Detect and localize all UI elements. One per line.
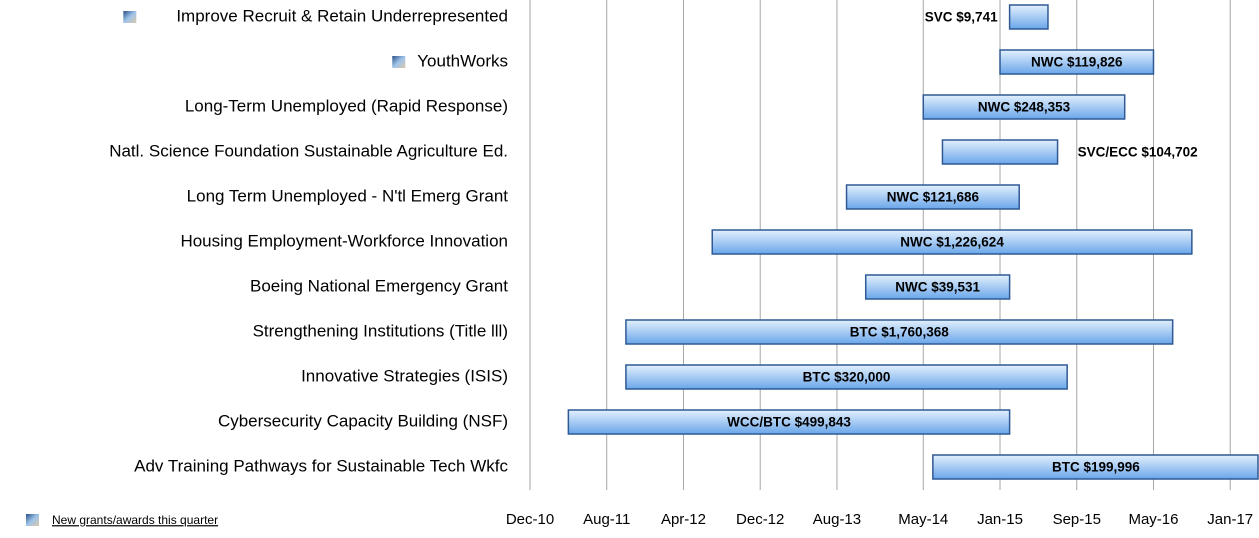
task-bar — [845, 184, 1020, 210]
new-icon — [26, 514, 39, 526]
x-tick-label: Jan-17 — [1207, 511, 1253, 528]
task-name: Housing Employment-Workforce Innovation — [180, 231, 508, 250]
bar-label: WCC/BTC $499,843 — [727, 415, 851, 430]
task-name: Strengthening Institutions (Title lll) — [253, 321, 508, 340]
task-name: Improve Recruit & Retain Underrepresente… — [176, 6, 508, 25]
bar-label: NWC $1,226,624 — [900, 235, 1004, 250]
task-name: Innovative Strategies (ISIS) — [301, 366, 508, 385]
x-tick-label: Aug-13 — [813, 511, 861, 528]
bar-label: BTC $199,996 — [1052, 460, 1140, 475]
legend-label: New grants/awards this quarter — [52, 513, 218, 527]
x-tick-label: May-14 — [898, 511, 948, 528]
bar-label: NWC $248,353 — [978, 100, 1071, 115]
task-bar — [567, 409, 1011, 435]
task-name: Adv Training Pathways for Sustainable Te… — [134, 456, 508, 475]
task-name: Long Term Unemployed - N'tl Emerg Grant — [187, 186, 509, 205]
x-tick-label: Dec-12 — [736, 511, 784, 528]
task-name: Natl. Science Foundation Sustainable Agr… — [109, 141, 508, 160]
new-icon — [392, 56, 406, 68]
bar-label: BTC $320,000 — [803, 370, 891, 385]
task-bar — [941, 139, 1059, 165]
x-tick-label: Sep-15 — [1053, 511, 1101, 528]
task-bar — [625, 319, 1174, 345]
task-bar — [922, 94, 1126, 120]
bar-label: NWC $121,686 — [887, 190, 980, 205]
bar-label: NWC $39,531 — [895, 280, 980, 295]
task-name: Boeing National Emergency Grant — [250, 276, 508, 295]
task-bar — [864, 274, 1011, 300]
bar-label: SVC $9,741 — [925, 10, 998, 25]
bar-label: NWC $119,826 — [1031, 55, 1123, 70]
task-name: YouthWorks — [417, 51, 508, 70]
task-bar — [1008, 4, 1049, 30]
task-name: Long-Term Unemployed (Rapid Response) — [185, 96, 508, 115]
x-tick-label: Aug-11 — [583, 511, 630, 528]
x-tick-label: Dec-10 — [506, 511, 554, 528]
task-bar — [711, 229, 1193, 255]
x-tick-label: May-16 — [1128, 511, 1178, 528]
x-tick-label: Apr-12 — [661, 511, 706, 528]
task-bar — [999, 49, 1155, 75]
task-bar — [625, 364, 1068, 390]
bar-label: SVC/ECC $104,702 — [1078, 145, 1198, 160]
task-name: Cybersecurity Capacity Building (NSF) — [218, 411, 508, 430]
bar-label: BTC $1,760,368 — [850, 325, 950, 340]
new-icon — [123, 11, 137, 23]
x-tick-label: Jan-15 — [977, 511, 1023, 528]
task-bar — [932, 454, 1259, 480]
